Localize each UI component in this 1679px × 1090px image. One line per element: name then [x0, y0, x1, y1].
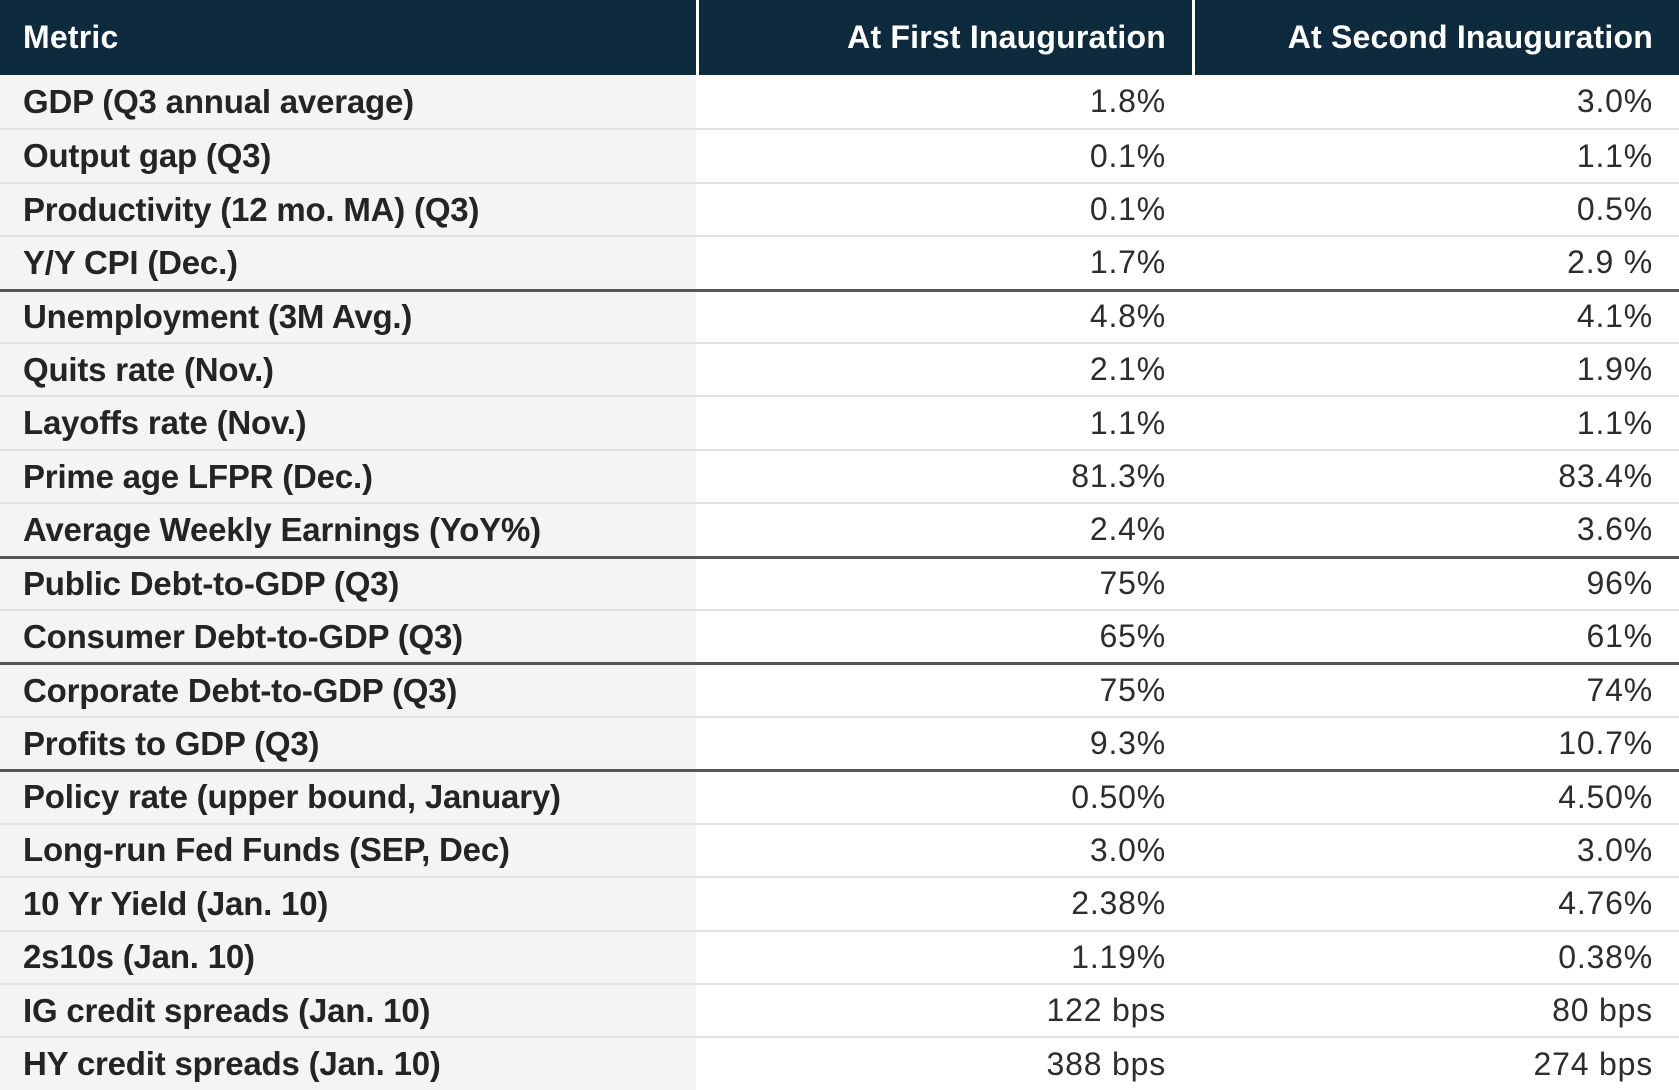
first-inauguration-cell: 388 bps: [696, 1038, 1192, 1090]
first-inauguration-cell: 4.8%: [696, 291, 1192, 343]
second-inauguration-cell: 1.1%: [1192, 130, 1679, 182]
first-inauguration-cell: 0.1%: [696, 183, 1192, 236]
table-row: Public Debt-to-GDP (Q3) 75% 96%: [0, 555, 1679, 610]
metric-cell: Policy rate (upper bound, January): [0, 772, 696, 823]
table-row: Corporate Debt-to-GDP (Q3) 75% 74%: [0, 662, 1679, 716]
second-inauguration-cell: 4.1%: [1192, 291, 1679, 343]
table-row: Consumer Debt-to-GDP (Q3) 65% 61%: [0, 609, 1679, 663]
metric-cell: Layoffs rate (Nov.): [0, 397, 696, 449]
metric-cell: Unemployment (3M Avg.): [0, 291, 696, 343]
first-inauguration-cell: 2.38%: [696, 878, 1192, 930]
first-inauguration-cell: 1.8%: [696, 75, 1192, 129]
metric-cell: Public Debt-to-GDP (Q3): [0, 558, 696, 610]
second-inauguration-cell: 3.6%: [1192, 504, 1679, 556]
table-row: 2s10s (Jan. 10) 1.19% 0.38%: [0, 929, 1679, 983]
column-header-metric: Metric: [23, 19, 119, 55]
metric-cell: HY credit spreads (Jan. 10): [0, 1038, 696, 1090]
first-inauguration-cell: 75%: [696, 558, 1192, 610]
first-inauguration-cell: 3.0%: [696, 824, 1192, 877]
metric-cell: Quits rate (Nov.): [0, 344, 696, 396]
second-inauguration-cell: 4.50%: [1192, 772, 1679, 823]
second-inauguration-cell: 1.1%: [1192, 397, 1679, 449]
metric-cell: GDP (Q3 annual average): [0, 75, 696, 129]
second-inauguration-cell: 83.4%: [1192, 450, 1679, 503]
second-inauguration-cell: 4.76%: [1192, 878, 1679, 930]
table-row: 10 Yr Yield (Jan. 10) 2.38% 4.76%: [0, 876, 1679, 930]
table-row: Policy rate (upper bound, January) 0.50%…: [0, 769, 1679, 823]
table-body: GDP (Q3 annual average) 1.8% 3.0% Output…: [0, 75, 1679, 1090]
first-inauguration-cell: 9.3%: [696, 717, 1192, 770]
second-inauguration-cell: 1.9%: [1192, 344, 1679, 396]
second-inauguration-cell: 96%: [1192, 558, 1679, 610]
first-inauguration-cell: 1.19%: [696, 931, 1192, 983]
second-inauguration-cell: 10.7%: [1192, 717, 1679, 770]
table-row: Unemployment (3M Avg.) 4.8% 4.1%: [0, 288, 1679, 343]
table-row: HY credit spreads (Jan. 10) 388 bps 274 …: [0, 1036, 1679, 1090]
metric-cell: Average Weekly Earnings (YoY%): [0, 504, 696, 556]
metric-cell: Prime age LFPR (Dec.): [0, 450, 696, 503]
second-inauguration-cell: 61%: [1192, 611, 1679, 663]
second-inauguration-cell: 2.9 %: [1192, 237, 1679, 289]
metric-cell: IG credit spreads (Jan. 10): [0, 984, 696, 1037]
first-inauguration-cell: 122 bps: [696, 984, 1192, 1037]
table-row: Prime age LFPR (Dec.) 81.3% 83.4%: [0, 448, 1679, 503]
table-row: Long-run Fed Funds (SEP, Dec) 3.0% 3.0%: [0, 822, 1679, 877]
table-row: GDP (Q3 annual average) 1.8% 3.0%: [0, 75, 1679, 129]
table-row: IG credit spreads (Jan. 10) 122 bps 80 b…: [0, 982, 1679, 1037]
metric-cell: 2s10s (Jan. 10): [0, 931, 696, 983]
first-inauguration-cell: 2.1%: [696, 344, 1192, 396]
first-inauguration-cell: 65%: [696, 611, 1192, 663]
first-inauguration-cell: 1.1%: [696, 397, 1192, 449]
metric-cell: Profits to GDP (Q3): [0, 717, 696, 770]
column-header-first-inauguration: At First Inauguration: [696, 0, 1192, 75]
second-inauguration-cell: 3.0%: [1192, 824, 1679, 877]
metric-cell: Long-run Fed Funds (SEP, Dec): [0, 824, 696, 877]
second-inauguration-cell: 80 bps: [1192, 984, 1679, 1037]
metric-cell: Y/Y CPI (Dec.): [0, 237, 696, 289]
first-inauguration-cell: 0.50%: [696, 772, 1192, 823]
table-row: Average Weekly Earnings (YoY%) 2.4% 3.6%: [0, 502, 1679, 556]
first-inauguration-cell: 1.7%: [696, 237, 1192, 289]
second-inauguration-cell: 0.38%: [1192, 931, 1679, 983]
column-header-second-inauguration: At Second Inauguration: [1192, 0, 1679, 75]
metric-cell: 10 Yr Yield (Jan. 10): [0, 878, 696, 930]
first-inauguration-cell: 81.3%: [696, 450, 1192, 503]
first-inauguration-cell: 2.4%: [696, 504, 1192, 556]
table-header-row: Metric At First Inauguration At Second I…: [0, 0, 1679, 75]
table-row: Y/Y CPI (Dec.) 1.7% 2.9 %: [0, 235, 1679, 289]
table-row: Layoffs rate (Nov.) 1.1% 1.1%: [0, 395, 1679, 449]
second-inauguration-cell: 274 bps: [1192, 1038, 1679, 1090]
metric-cell: Output gap (Q3): [0, 130, 696, 182]
first-inauguration-cell: 0.1%: [696, 130, 1192, 182]
metric-cell: Consumer Debt-to-GDP (Q3): [0, 611, 696, 663]
metric-cell: Corporate Debt-to-GDP (Q3): [0, 665, 696, 716]
table-row: Profits to GDP (Q3) 9.3% 10.7%: [0, 715, 1679, 770]
metric-cell: Productivity (12 mo. MA) (Q3): [0, 183, 696, 236]
table-row: Output gap (Q3) 0.1% 1.1%: [0, 128, 1679, 182]
second-inauguration-cell: 74%: [1192, 665, 1679, 716]
second-inauguration-cell: 3.0%: [1192, 75, 1679, 129]
first-inauguration-cell: 75%: [696, 665, 1192, 716]
second-inauguration-cell: 0.5%: [1192, 183, 1679, 236]
table-row: Productivity (12 mo. MA) (Q3) 0.1% 0.5%: [0, 181, 1679, 236]
table-row: Quits rate (Nov.) 2.1% 1.9%: [0, 342, 1679, 396]
